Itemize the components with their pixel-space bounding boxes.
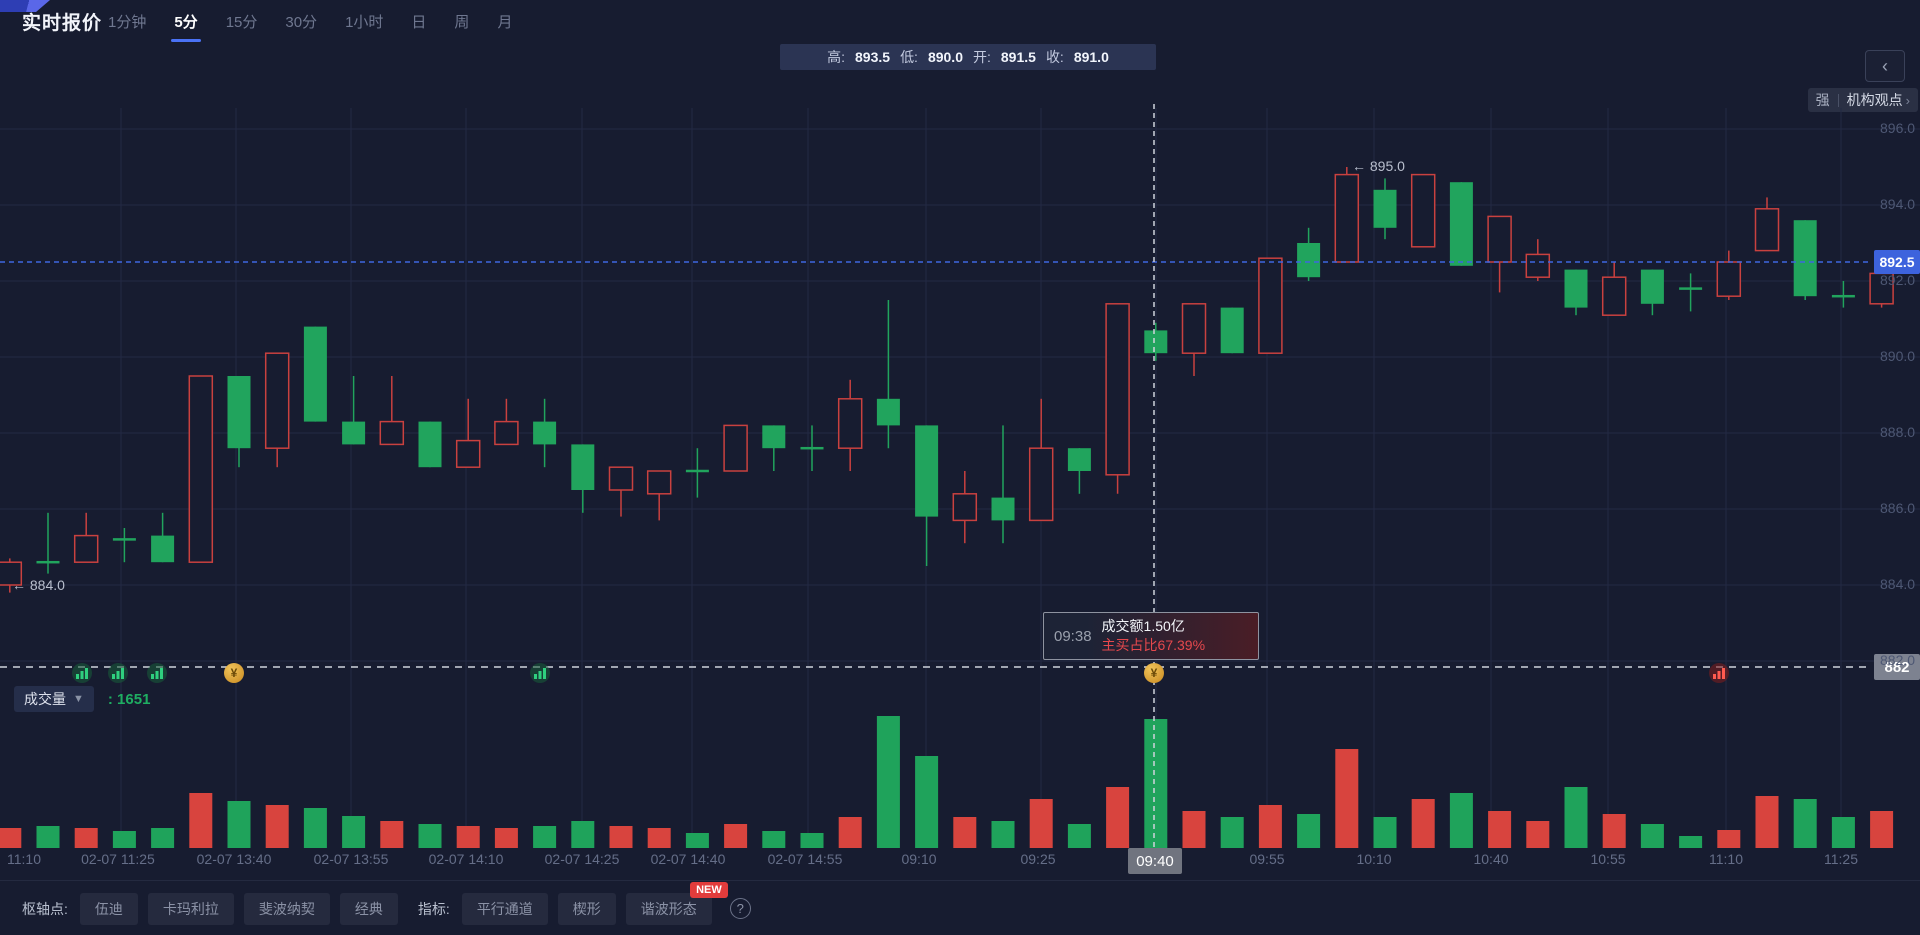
pivot-camarilla-button[interactable]: 卡玛利拉 <box>147 892 234 925</box>
ohlc-readout-bar: 高: 893.5 低: 890.0 开: 891.5 收: 891.0 <box>780 44 1156 70</box>
time-axis-label: 02-07 14:10 <box>428 851 504 867</box>
high-label: 高: <box>827 49 846 65</box>
session-low-annotation: ← 884.0 <box>12 577 65 593</box>
pivot-woodie-button[interactable]: 伍迪 <box>79 892 138 925</box>
time-axis-label: 02-07 11:25 <box>81 851 155 867</box>
green-bars-marker-icon[interactable] <box>108 663 128 683</box>
interval-tabs: 1分钟 5分 15分 30分 1小时 日 周 月 <box>108 11 512 40</box>
time-axis-label: 02-07 14:40 <box>650 851 726 867</box>
collapse-panel-button[interactable]: ‹ <box>1865 50 1905 82</box>
chevron-right-icon: › <box>1905 92 1910 108</box>
time-axis-label: 10:40 <box>1473 851 1509 867</box>
tab-1min[interactable]: 1分钟 <box>108 14 147 31</box>
price-axis-label: 890.0 <box>1880 348 1916 364</box>
time-axis-label: 09:55 <box>1249 851 1285 867</box>
strength-badge: 强 <box>1815 92 1830 108</box>
crosshair-price-badge: 882 <box>1874 654 1920 680</box>
close-label: 收: <box>1045 49 1064 65</box>
page-title: 实时报价 <box>22 13 103 34</box>
tab-month[interactable]: 月 <box>497 14 513 31</box>
tab-1hour[interactable]: 1小时 <box>345 14 384 31</box>
indicator-label: 指标: <box>417 900 450 917</box>
green-bars-marker-icon[interactable] <box>72 663 92 683</box>
tab-week[interactable]: 周 <box>454 14 470 31</box>
pivot-label: 枢轴点: <box>22 900 68 917</box>
time-axis-label: 11:10 <box>1709 851 1743 867</box>
tab-day[interactable]: 日 <box>411 14 427 31</box>
time-axis-label: 02-07 13:40 <box>196 851 272 867</box>
high-value: 893.5 <box>855 49 891 65</box>
time-axis-label: 02-07 14:55 <box>767 851 843 867</box>
chevron-down-icon: ▼ <box>73 693 84 705</box>
crosshair-time-badge: 09:40 <box>1128 848 1182 874</box>
indicator-wedge-button[interactable]: 楔形 <box>557 892 616 925</box>
time-axis-label: 11:25 <box>1824 851 1858 867</box>
current-price-badge: 892.5 <box>1874 250 1920 274</box>
time-axis-label: 10:10 <box>1356 851 1392 867</box>
open-value: 891.5 <box>1000 49 1036 65</box>
low-label: 低: <box>900 49 918 65</box>
volume-value: : 1651 <box>107 690 151 708</box>
drawing-toolbar: 枢轴点: 伍迪 卡玛利拉 斐波纳契 经典 指标: 平行通道 楔形 谐波形态 NE… <box>0 880 1920 935</box>
pivot-fibonacci-button[interactable]: 斐波纳契 <box>243 892 330 925</box>
tooltip-turnover: 成交额1.50亿 <box>1101 618 1185 634</box>
new-badge: NEW <box>690 881 728 898</box>
close-value: 891.0 <box>1073 49 1109 65</box>
price-axis-label: 886.0 <box>1880 500 1916 516</box>
institution-view-link[interactable]: 强 机构观点 › <box>1807 88 1918 112</box>
green-bars-marker-icon[interactable] <box>147 663 167 683</box>
gold-coin-marker-icon[interactable]: ¥ <box>1144 663 1164 683</box>
tooltip-buy-ratio: 主买占比67.39% <box>1101 637 1206 653</box>
price-axis-label: 882.0 <box>1880 652 1916 668</box>
indicator-parallel-channel-button[interactable]: 平行通道 <box>461 892 548 925</box>
price-axis-label: 884.0 <box>1880 576 1916 592</box>
divider <box>1837 93 1839 107</box>
red-bars-marker-icon[interactable] <box>1709 663 1729 683</box>
open-label: 开: <box>973 49 991 65</box>
time-axis-label: 11:10 <box>7 851 41 867</box>
green-bars-marker-icon[interactable] <box>530 663 550 683</box>
help-icon[interactable]: ? <box>729 898 751 919</box>
time-axis-label: 09:10 <box>901 851 937 867</box>
volume-pane-header: 成交量 ▼ : 1651 <box>14 686 150 712</box>
chevron-left-icon: ‹ <box>1882 55 1888 76</box>
pivot-classic-button[interactable]: 经典 <box>339 892 398 925</box>
tooltip-time: 09:38 <box>1054 627 1092 645</box>
indicator-harmonic-label: 谐波形态 <box>640 900 697 917</box>
session-high-annotation: ← 895.0 <box>1352 158 1405 174</box>
gold-coin-marker-icon[interactable]: ¥ <box>224 663 244 683</box>
price-axis-label: 894.0 <box>1880 196 1916 212</box>
crosshair-tooltip: 09:38 成交额1.50亿 主买占比67.39% <box>1043 612 1259 660</box>
price-axis-label: 888.0 <box>1880 424 1916 440</box>
indicator-harmonic-button[interactable]: 谐波形态 NEW <box>625 881 728 925</box>
time-axis-label: 10:55 <box>1590 851 1626 867</box>
tab-30min[interactable]: 30分 <box>285 14 318 31</box>
low-value: 890.0 <box>927 49 963 65</box>
time-axis-label: 09:25 <box>1020 851 1056 867</box>
institution-view-label: 机构观点 <box>1846 92 1903 108</box>
time-axis-label: 02-07 14:25 <box>544 851 620 867</box>
time-axis-label: 02-07 13:55 <box>313 851 389 867</box>
price-axis-label: 892.0 <box>1880 272 1916 288</box>
volume-indicator-select[interactable]: 成交量 ▼ <box>14 686 94 712</box>
price-axis-label: 896.0 <box>1880 120 1916 136</box>
corner-ribbon-decoration <box>0 0 50 12</box>
volume-indicator-label: 成交量 <box>24 691 66 707</box>
tab-5min[interactable]: 5分 <box>174 11 197 40</box>
tab-15min[interactable]: 15分 <box>225 14 258 31</box>
